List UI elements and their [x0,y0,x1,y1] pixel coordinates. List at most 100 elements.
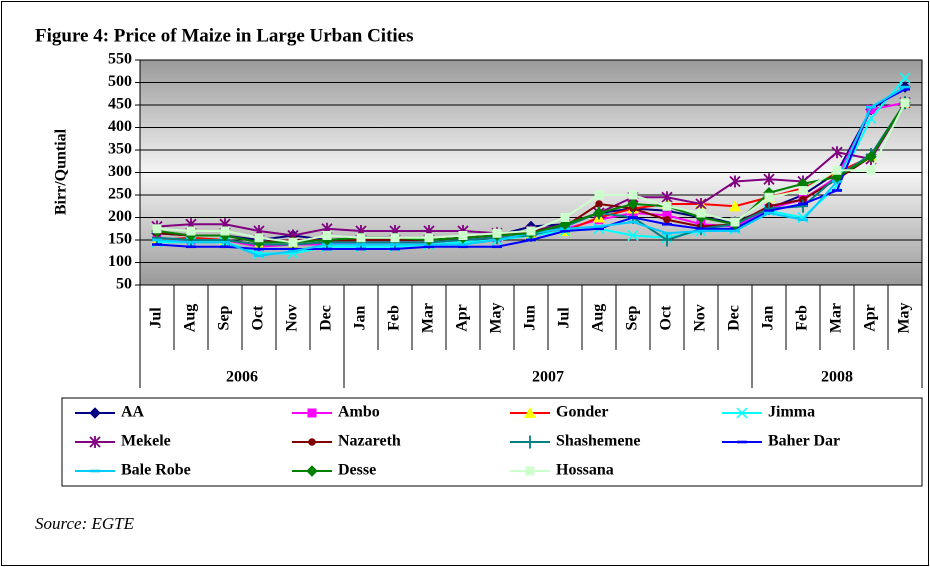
data-point [798,202,808,206]
legend-item: Nazareth [292,433,401,450]
data-point [899,72,911,84]
legend-marker [89,436,101,448]
legend-marker [737,440,747,444]
y-tick-label: 300 [108,163,132,180]
data-point [186,240,196,244]
data-point [662,201,672,211]
data-point [254,254,264,258]
y-tick-label: 250 [108,186,132,203]
data-point [526,226,536,236]
legend-item: Ambo [292,404,380,421]
data-point [594,227,604,231]
y-tick-label: 100 [108,253,132,270]
data-point [832,165,842,175]
data-point [763,173,775,186]
x-tick-label: Oct [250,305,267,331]
legend-label: Desse [338,462,376,479]
x-tick-label: Aug [182,304,199,332]
y-tick-label: 450 [108,96,132,113]
data-point [866,105,876,109]
x-tick-label: Jul [556,307,573,329]
x-tick-label: Mar [420,303,437,333]
legend-marker [307,408,317,418]
legend-marker [308,438,316,446]
legend-marker [525,435,535,449]
data-point [220,245,230,249]
data-point [799,195,807,204]
x-tick-label: Mar [828,303,845,333]
x-tick-label: Aug [590,304,607,332]
x-tick-label: Jul [148,307,165,329]
data-point [900,87,910,91]
data-point [696,227,706,231]
data-point [458,245,468,249]
data-point [764,211,774,215]
data-point [594,190,604,200]
data-point [458,231,468,240]
x-tick-label: Feb [794,305,811,331]
legend-marker [524,407,536,418]
x-tick-label: May [896,302,913,333]
data-point [798,199,808,213]
y-tick-label: 200 [108,208,132,225]
y-tick-label: 500 [108,73,132,90]
y-tick-label: 150 [108,231,132,248]
data-point [696,208,706,218]
data-point [254,247,264,251]
series [152,87,910,251]
data-point [356,247,366,251]
data-point [764,192,774,202]
data-point [594,225,604,228]
data-point [662,233,672,247]
data-point [593,207,605,219]
x-tick-label: Sep [216,305,233,330]
data-point [424,233,434,243]
data-point [152,243,162,246]
data-point [526,238,536,242]
y-axis-label: Birr/Quntial [53,128,70,215]
y-tick-label: 400 [108,118,132,135]
data-point [865,151,877,163]
legend-label: Bale Robe [121,462,191,479]
legend-item: Desse [292,462,376,479]
x-tick-label: Apr [862,304,879,332]
legend-item: Baher Dar [722,433,840,450]
data-point [832,189,842,192]
x-tick-label: Oct [658,305,675,331]
data-point [560,229,570,233]
data-point [152,224,162,234]
legend-label: AA [121,404,145,421]
legend-item: Bale Robe [75,462,191,479]
data-point [186,245,196,249]
group-label: 2006 [226,369,258,386]
legend-marker [89,407,101,419]
data-point [662,222,672,226]
x-tick-label: Apr [454,304,471,332]
legend-marker [90,469,100,473]
data-point [900,98,910,108]
data-point [729,175,741,188]
legend-box [61,397,923,487]
legend-marker [306,465,318,477]
series [152,98,910,247]
data-point [322,247,332,251]
data-point [356,233,366,243]
legend-marker [736,407,748,419]
legend-label: Gonder [556,404,608,421]
data-point [254,233,264,243]
legend-label: Hossana [556,462,614,479]
data-point [730,229,740,233]
data-point [730,217,740,227]
legend-item: Hossana [510,462,614,479]
data-point [322,231,332,240]
x-tick-label: Jun [522,305,539,331]
y-tick-label: 350 [108,141,132,158]
data-point [424,245,434,249]
data-point [628,190,638,200]
data-point [186,226,196,236]
data-point [220,240,230,244]
data-point [492,245,502,249]
data-point [696,229,706,233]
x-tick-label: Dec [726,305,743,331]
